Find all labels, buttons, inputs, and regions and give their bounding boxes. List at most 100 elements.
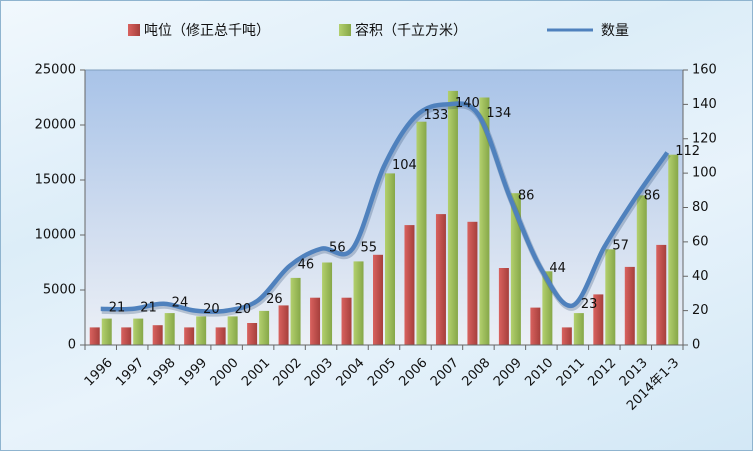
left-tick-label-1: 5000 — [43, 283, 76, 298]
bar-tonnage-12 — [467, 221, 478, 345]
x-tick-label-5: 2001 — [239, 355, 273, 389]
legend-swatch-0 — [128, 24, 140, 36]
count-line — [100, 101, 670, 314]
bar-tonnage-14 — [530, 307, 541, 345]
x-tick-label-12: 2008 — [459, 355, 493, 389]
data-label-2: 24 — [172, 295, 189, 310]
data-label-18: 112 — [675, 144, 700, 159]
bar-volume-8 — [353, 261, 364, 345]
x-tick-label-13: 2009 — [491, 355, 525, 389]
data-label-4: 20 — [235, 302, 252, 317]
bars-group — [89, 90, 679, 346]
bar-tonnage-1 — [121, 327, 132, 345]
data-label-0: 21 — [109, 300, 126, 315]
bar-volume-4 — [227, 316, 238, 345]
bar-volume-2 — [164, 313, 175, 345]
x-tick-label-1: 1997 — [113, 355, 147, 389]
legend-label-2: 数量 — [601, 23, 629, 39]
bar-tonnage-6 — [278, 305, 289, 345]
bar-tonnage-13 — [498, 268, 509, 345]
bar-volume-5 — [259, 310, 270, 345]
bar-tonnage-5 — [247, 323, 258, 345]
bar-volume-11 — [447, 90, 458, 346]
bar-volume-12 — [479, 97, 490, 345]
bar-volume-16 — [605, 249, 616, 345]
line-group — [100, 101, 671, 317]
right-tick-label-6: 120 — [692, 131, 717, 146]
bar-tonnage-11 — [435, 214, 446, 345]
bar-tonnage-16 — [593, 294, 604, 345]
bar-volume-13 — [510, 193, 521, 345]
bar-tonnage-3 — [184, 327, 195, 345]
data-label-7: 56 — [329, 240, 346, 255]
data-label-6: 46 — [298, 257, 315, 272]
bar-volume-3 — [196, 316, 207, 345]
right-tick-label-4: 80 — [692, 200, 709, 215]
bar-volume-6 — [290, 277, 301, 345]
left-tick-label-5: 25000 — [35, 63, 76, 78]
data-label-13: 86 — [518, 189, 535, 204]
bar-volume-1 — [133, 318, 144, 345]
left-tick-label-2: 10000 — [35, 228, 76, 243]
data-label-5: 26 — [266, 292, 283, 307]
data-label-15: 23 — [581, 297, 598, 312]
bar-volume-18 — [668, 154, 679, 345]
legend: 吨位（修正总千吨） 容积（千立方米） 数量 — [128, 22, 629, 39]
x-tick-label-4: 2000 — [208, 355, 242, 389]
bar-volume-0 — [101, 318, 112, 345]
bar-tonnage-17 — [624, 266, 635, 345]
bar-tonnage-15 — [561, 327, 572, 345]
data-label-9: 104 — [392, 158, 417, 173]
data-label-3: 20 — [203, 302, 220, 317]
data-label-10: 133 — [423, 108, 448, 123]
right-tick-label-1: 20 — [692, 303, 709, 318]
x-tick-label-8: 2004 — [334, 355, 368, 389]
right-tick-label-7: 140 — [692, 97, 717, 112]
left-tick-label-0: 0 — [68, 338, 76, 353]
plot-area — [84, 69, 684, 346]
right-tick-label-5: 100 — [692, 166, 717, 181]
bar-tonnage-7 — [310, 297, 321, 345]
data-label-1: 21 — [140, 300, 157, 315]
bar-tonnage-0 — [89, 327, 100, 345]
data-label-11: 140 — [455, 96, 480, 111]
legend-label-1: 容积（千立方米） — [355, 22, 467, 39]
x-tick-label-7: 2003 — [302, 355, 336, 389]
bar-tonnage-18 — [656, 244, 667, 345]
right-tick-label-8: 160 — [692, 63, 717, 78]
data-labels-group: 21 21 24 20 20 26 46 56 55 104 133 140 134 86 44 23 57 86… — [109, 96, 700, 317]
x-tick-label-6: 2002 — [271, 355, 305, 389]
data-label-8: 55 — [361, 240, 378, 255]
bar-tonnage-2 — [152, 325, 163, 345]
legend-swatch-1 — [339, 24, 351, 36]
left-tick-label-3: 15000 — [35, 173, 76, 188]
data-label-12: 134 — [486, 106, 511, 121]
bar-volume-9 — [385, 173, 395, 345]
x-tick-label-0: 1996 — [82, 355, 116, 389]
bar-tonnage-10 — [404, 225, 415, 345]
bar-tonnage-4 — [215, 327, 226, 345]
legend-label-0: 吨位（修正总千吨） — [144, 23, 270, 39]
bar-volume-14 — [542, 271, 553, 345]
x-tick-label-3: 1999 — [176, 355, 210, 389]
bar-volume-15 — [573, 313, 584, 345]
data-label-14: 44 — [549, 261, 566, 276]
right-tick-label-3: 60 — [692, 234, 709, 249]
data-label-17: 86 — [644, 189, 661, 204]
left-tick-label-4: 20000 — [35, 118, 76, 133]
x-tick-label-11: 2007 — [428, 355, 462, 389]
right-tick-label-2: 40 — [692, 269, 709, 284]
bar-volume-10 — [416, 121, 427, 345]
x-tick-label-9: 2005 — [365, 355, 399, 389]
bar-volume-17 — [636, 195, 647, 345]
right-tick-label-0: 0 — [692, 338, 700, 353]
bar-volume-7 — [322, 262, 333, 345]
x-tick-label-2: 1998 — [145, 355, 179, 389]
data-label-16: 57 — [612, 239, 629, 254]
bar-tonnage-8 — [341, 297, 352, 345]
x-tick-label-16: 2012 — [585, 355, 619, 389]
bar-tonnage-9 — [373, 254, 383, 345]
x-tick-label-14: 2010 — [522, 355, 556, 389]
